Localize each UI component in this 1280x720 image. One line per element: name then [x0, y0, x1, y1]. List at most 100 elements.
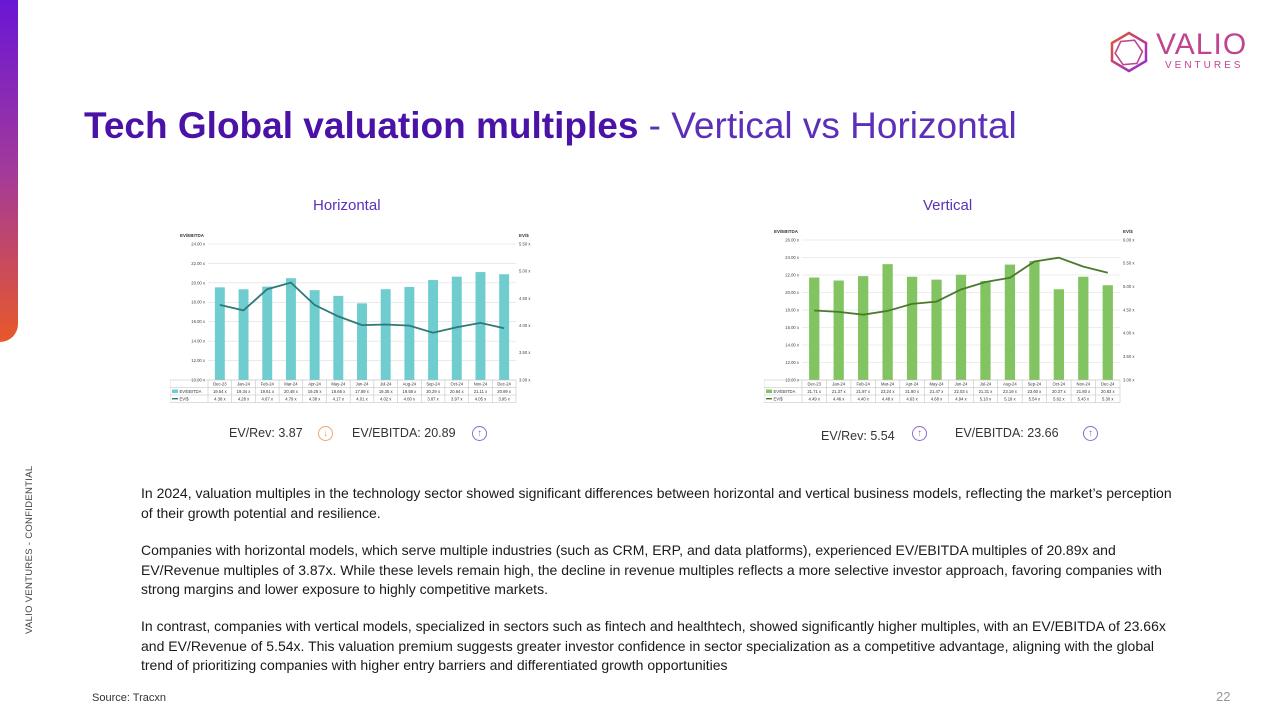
confidential-label: VALIO VENTURES - CONFIDENTIAL [24, 465, 35, 634]
bar [428, 280, 439, 380]
x-tick-label: Nov-24 [1077, 382, 1091, 387]
source-note: Source: Tracxn [92, 692, 166, 704]
bar [451, 276, 462, 380]
line-series [814, 256, 1109, 316]
vertical-chart: EV/EBITDA EV/$ 26.00 x 24.00 x 22.00 x 20.00 … [764, 229, 1135, 403]
y2-tick-label: 5.00 x [519, 269, 531, 274]
x-tick-label: Jun-24 [356, 382, 369, 387]
y2-tick-label: 3.50 x [519, 350, 531, 355]
vertical-heading: Vertical [923, 197, 973, 214]
bar-data-label: 19.58 x [403, 389, 418, 394]
y-tick-label: 14.00 x [191, 339, 206, 344]
y-tick-label: 24.00 x [191, 241, 206, 246]
arrow-up-icon: ↑ [1083, 426, 1098, 441]
bar-data-label: 23.19 x [1003, 389, 1018, 394]
bar [1029, 261, 1040, 380]
bar [499, 274, 510, 380]
line-data-label: 4.94 x [955, 397, 967, 402]
y2-tick-label: 3.00 x [519, 377, 531, 382]
y2-tick-label: 4.50 x [519, 296, 531, 301]
x-tick-label: Jun-24 [955, 382, 968, 387]
y-axis-title: EV/EBITDA [774, 229, 799, 234]
bar-data-label: 17.89 x [355, 389, 370, 394]
line-data-label: 4.40 x [857, 397, 869, 402]
x-tick-label: Jul-24 [380, 382, 392, 387]
y-tick-label: 16.00 x [191, 319, 206, 324]
valio-logo: VALIO VENTURES [1106, 28, 1256, 74]
bar-data-label: 22.03 x [954, 389, 969, 394]
y2-tick-label: 4.00 x [519, 323, 531, 328]
y-tick-label: 18.00 x [191, 300, 206, 305]
bar [333, 295, 344, 380]
x-tick-label: Mar-24 [881, 382, 895, 387]
line-data-label: 4.38 x [309, 397, 321, 402]
bar-data-label: 19.54 x [213, 389, 228, 394]
x-tick-label: Mar-24 [284, 382, 298, 387]
bar-data-label: 20.89 x [497, 389, 512, 394]
horizontal-ev-ebitda: EV/EBITDA: 20.89 [352, 426, 456, 440]
x-tick-label: Nov-24 [474, 382, 488, 387]
bar [214, 287, 225, 380]
x-tick-label: Jul-24 [980, 382, 992, 387]
vertical-ev-ebitda: EV/EBITDA: 23.66 [955, 426, 1059, 440]
arrow-up-icon: ↑ [472, 426, 487, 441]
bar-data-label: 21.71 x [807, 389, 822, 394]
logo-subtitle: VENTURES [1165, 60, 1244, 71]
horizontal-ev-rev: EV/Rev: 3.87 [229, 426, 303, 440]
bar [906, 276, 918, 380]
bar [858, 276, 869, 380]
bar [809, 277, 820, 380]
line-data-label: 4.02 x [380, 397, 392, 402]
line-data-label: 4.63 x [906, 397, 918, 402]
y2-tick-label: 5.50 x [519, 241, 531, 246]
y-tick-label: 16.00 x [785, 325, 800, 330]
bar [404, 286, 415, 380]
line-data-label: 4.48 x [882, 397, 894, 402]
bar-data-label: 20.37 x [1052, 389, 1067, 394]
bar [262, 286, 273, 380]
y2-tick-label: 4.00 x [1123, 331, 1135, 336]
bar-data-label: 21.80 x [905, 389, 920, 394]
bar [238, 289, 249, 380]
bar [1053, 289, 1064, 380]
legend-label-bar: EV/EBITDA [180, 389, 202, 394]
bar-data-label: 19.34 x [237, 389, 252, 394]
bar-data-label: 21.11 x [474, 389, 488, 394]
y2-tick-label: 5.00 x [1123, 284, 1135, 289]
x-tick-label: Dec-23 [807, 382, 821, 387]
line-data-label: 4.67 x [262, 397, 274, 402]
paragraph-vertical: In contrast, companies with vertical mod… [141, 618, 1166, 673]
y2-tick-label: 3.00 x [1123, 377, 1135, 382]
line-data-label: 5.30 x [1102, 397, 1114, 402]
line-data-label: 5.10 x [980, 397, 992, 402]
bar [931, 279, 942, 380]
y-tick-label: 12.00 x [785, 360, 800, 365]
legend-label-line: EV/$ [180, 397, 190, 402]
x-tick-label: Feb-24 [261, 382, 275, 387]
line-data-label: 3.97 x [451, 397, 463, 402]
bar-data-label: 21.80 x [1076, 389, 1091, 394]
bar-data-label: 19.25 x [308, 389, 323, 394]
x-tick-label: Oct-24 [1053, 382, 1066, 387]
x-tick-label: Aug-24 [403, 382, 417, 387]
bar-data-label: 20.29 x [426, 389, 441, 394]
bar [309, 290, 320, 380]
x-tick-label: Feb-24 [857, 382, 871, 387]
data-table-frame [764, 379, 1121, 403]
bar [285, 278, 296, 380]
x-tick-label: May-24 [930, 382, 945, 387]
arrow-up-icon: ↑ [912, 426, 927, 441]
bar-data-label: 21.87 x [856, 389, 871, 394]
logo-word: VALIO [1156, 28, 1248, 61]
y-tick-label: 24.00 x [785, 255, 800, 260]
bar-data-label: 21.37 x [832, 389, 847, 394]
vertical-ev-rev: EV/Rev: 5.54 [821, 429, 895, 443]
bar [357, 303, 367, 380]
paragraph-horizontal: Companies with horizontal models, which … [141, 542, 1162, 597]
x-tick-label: Dec-24 [497, 382, 511, 387]
line-data-label: 3.87 x [427, 397, 439, 402]
paragraph-intro: In 2024, valuation multiples in the tech… [141, 485, 1172, 521]
y2-axis-title: EV/$ [1123, 229, 1133, 234]
page-title: Tech Global valuation multiples - Vertic… [84, 105, 1017, 147]
bar [833, 280, 844, 380]
